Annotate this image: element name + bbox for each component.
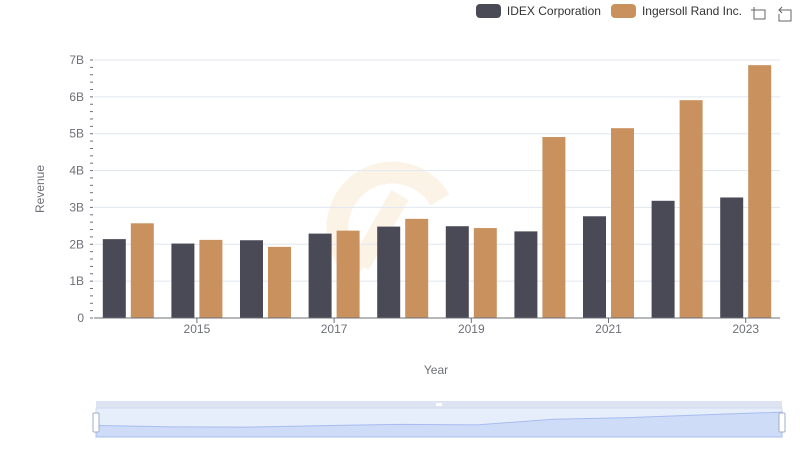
bar-ingersoll-2023[interactable]	[748, 65, 772, 318]
bar-ingersoll-2022[interactable]	[679, 100, 703, 318]
x-tick-label: 2015	[184, 322, 211, 336]
y-tick-label: 5B	[69, 127, 84, 141]
legend-item-idex[interactable]: IDEX Corporation	[475, 4, 601, 18]
bar-ingersoll-2016[interactable]	[268, 246, 291, 318]
legend-swatch-ingersoll	[610, 4, 636, 18]
y-axis-title: Revenue	[33, 165, 47, 213]
zoom-reset-icon[interactable]	[776, 6, 792, 22]
bar-idex-2017[interactable]	[308, 233, 332, 318]
zoom-select-icon[interactable]	[750, 6, 766, 22]
bar-idex-2021[interactable]	[583, 216, 606, 318]
datazoom-slider[interactable]	[92, 401, 786, 438]
legend-item-ingersoll[interactable]: Ingersoll Rand Inc.	[610, 4, 742, 18]
legend: IDEX Corporation Ingersoll Rand Inc.	[475, 4, 742, 18]
y-tick-label: 6B	[69, 90, 84, 104]
datazoom-preview-area	[95, 411, 783, 438]
bar-ingersoll-2018[interactable]	[405, 218, 429, 318]
bar-idex-2020[interactable]	[514, 231, 538, 318]
bar-idex-2019[interactable]	[445, 226, 469, 318]
bar-idex-2015[interactable]	[171, 243, 195, 318]
datazoom-handle-left[interactable]	[92, 412, 100, 433]
legend-label-idex: IDEX Corporation	[506, 4, 601, 18]
legend-swatch-idex	[475, 4, 501, 18]
x-axis-title: Year	[424, 363, 448, 377]
legend-label-ingersoll: Ingersoll Rand Inc.	[641, 4, 742, 18]
bar-idex-2014[interactable]	[102, 239, 126, 318]
bar-ingersoll-2020[interactable]	[542, 137, 566, 318]
x-tick-label: 2017	[321, 322, 348, 336]
bar-idex-2022[interactable]	[651, 200, 675, 318]
y-tick-label: 7B	[69, 53, 84, 67]
toolbar	[750, 6, 792, 22]
x-tick-label: 2021	[595, 322, 622, 336]
y-tick-label: 4B	[69, 164, 84, 178]
y-tick-label: 2B	[69, 237, 84, 251]
x-tick-label: 2019	[458, 322, 485, 336]
bar-idex-2023[interactable]	[720, 197, 744, 318]
bar-ingersoll-2021[interactable]	[611, 128, 634, 318]
y-tick-label: 1B	[69, 274, 84, 288]
bar-idex-2016[interactable]	[240, 240, 263, 318]
bar-ingersoll-2019[interactable]	[473, 228, 497, 318]
datazoom-move-handle[interactable]	[436, 403, 442, 406]
x-tick-label: 2023	[732, 322, 759, 336]
y-tick-label: 3B	[69, 200, 84, 214]
bar-idex-2018[interactable]	[377, 226, 401, 318]
bar-ingersoll-2015[interactable]	[199, 239, 223, 318]
bar-ingersoll-2014[interactable]	[130, 223, 154, 318]
y-tick-label: 0	[77, 311, 84, 325]
bar-ingersoll-2017[interactable]	[336, 230, 360, 318]
datazoom-handle-right[interactable]	[778, 412, 786, 433]
